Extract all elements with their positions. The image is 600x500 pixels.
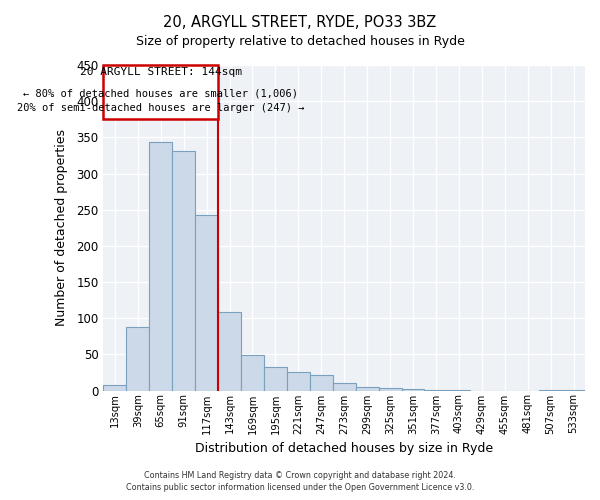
Bar (379, 388, 401, 390)
Bar (333, 384, 356, 390)
Bar (356, 387, 379, 390)
X-axis label: Distribution of detached houses by size in Ryde: Distribution of detached houses by size … (195, 442, 493, 455)
Bar (103, 65, 218, 120)
Text: Contains HM Land Registry data © Crown copyright and database right 2024.
Contai: Contains HM Land Registry data © Crown c… (126, 471, 474, 492)
Text: 20% of semi-detached houses are larger (247) →: 20% of semi-detached houses are larger (… (17, 104, 304, 114)
Text: 20 ARGYLL STREET: 144sqm: 20 ARGYLL STREET: 144sqm (80, 67, 242, 77)
Bar (172, 151, 195, 390)
Bar (218, 312, 241, 390)
Text: Size of property relative to detached houses in Ryde: Size of property relative to detached ho… (136, 35, 464, 48)
Text: 20, ARGYLL STREET, RYDE, PO33 3BZ: 20, ARGYLL STREET, RYDE, PO33 3BZ (163, 15, 437, 30)
Bar (264, 368, 287, 390)
Bar (195, 216, 218, 390)
Text: ← 80% of detached houses are smaller (1,006): ← 80% of detached houses are smaller (1,… (23, 89, 298, 99)
Bar (241, 355, 264, 390)
Y-axis label: Number of detached properties: Number of detached properties (55, 130, 68, 326)
Bar (149, 142, 172, 390)
Bar (103, 386, 127, 390)
Bar (287, 372, 310, 390)
Bar (127, 327, 149, 390)
Bar (401, 389, 424, 390)
Bar (310, 376, 333, 390)
